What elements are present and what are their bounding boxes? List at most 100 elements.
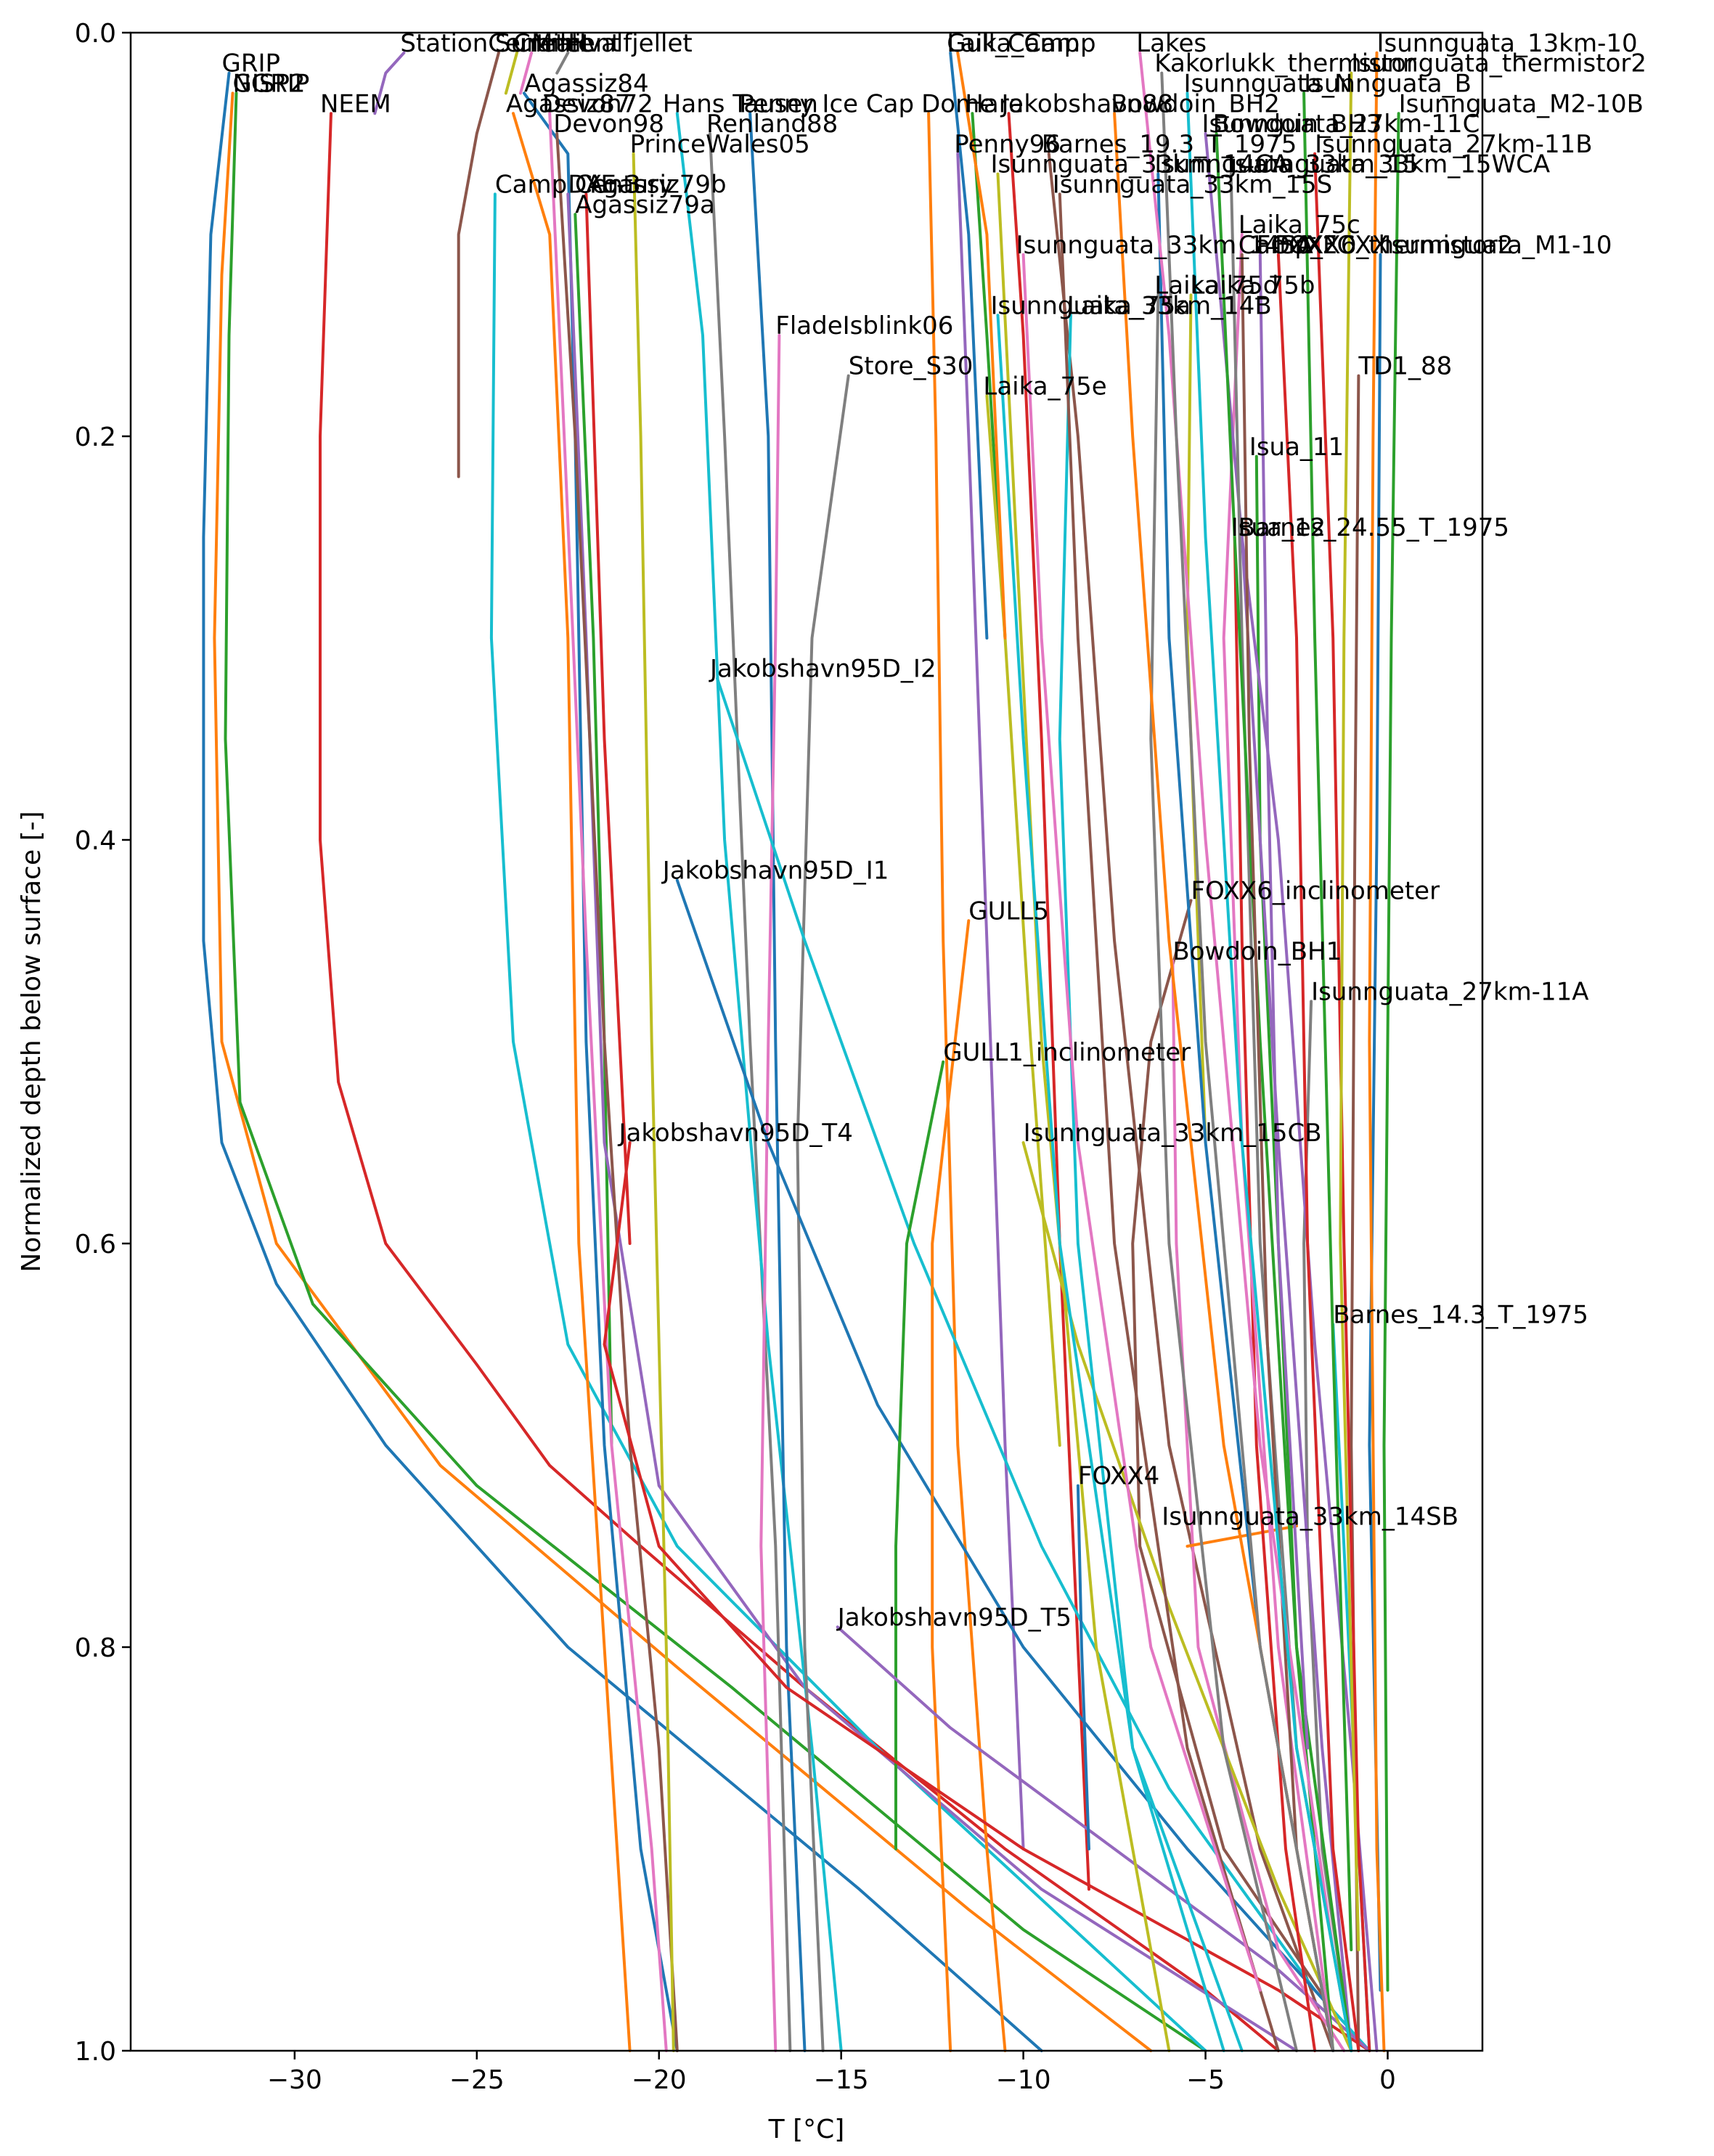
series-line-isunnguata-33km-14b [996,314,1225,2052]
series-line-foxx6-thermistor2 [1276,253,1360,2052]
series-label-neem: NEEM [320,89,391,118]
x-tick-label: −15 [814,2065,869,2095]
series-label-foxx4: FOXX4 [1078,1462,1159,1491]
series-line-isunnguata-13km-10 [1368,51,1386,2052]
series-line-bowdoin-bh3 [1215,132,1353,2052]
x-tick-label: −20 [632,2065,687,2095]
series-label-isunnguata-n: Isunnguata_N [1184,70,1353,99]
series-line-agassiz79b [584,192,632,1245]
series-line-barnes-19-3-t-1975 [1047,152,1335,2052]
series-line-gull5 [931,919,971,2052]
series-line-agassiz87 [512,112,632,2052]
series-label-laika-75a: Laika_75a [1067,291,1191,320]
x-tick-label: −30 [267,2065,322,2095]
series-label-barnes-24-55-t-1975: Barnes_24.55_T_1975 [1238,513,1509,542]
series-lines [202,51,1400,2052]
series-line-hare [971,112,1007,640]
series-line-renland88 [709,132,792,2052]
series-label-laika-camp: Laika_Camp [947,29,1095,58]
series-line-isunnguata-33km-14sa [1021,253,1262,1992]
series-label-isunnguata-33km-14sb: Isunnguata_33km_14SB [1162,1502,1458,1531]
y-tick-label: 0.6 [75,1230,116,1259]
y-tick-label: 0.0 [75,19,116,49]
series-line-stationcentrale [373,51,406,115]
series-line-isunnguata-b [1302,91,1353,1951]
series-line-milcent [519,51,534,95]
series-line-hans-tausen [675,112,843,2052]
series-line-store-s30 [796,374,850,2052]
series-label-ngrip: NGRIP [233,70,310,99]
series-line-agassiz79a [574,213,613,1447]
series-label-agassiz84: Agassiz84 [524,70,649,99]
series-label-foxx6-inclinometer: FOXX6_inclinometer [1191,877,1440,906]
series-label-jakobshavn95d-i1: Jakobshavn95D_I1 [661,857,889,886]
series-label-penny-ice-cap: Penny Ice Cap [739,89,914,118]
series-line-grip [202,71,1043,2052]
x-axis-label: T [°C] [768,2115,845,2144]
y-tick-label: 1.0 [75,2037,116,2067]
series-label-isunnguata-33km-14sa: Isunnguata_33km_14SA [1016,231,1313,260]
series-line-fladeisblink06 [759,334,781,2052]
series-label-isunnguata-33km-15s: Isunnguata_33km_15S [1053,171,1332,200]
series-label-laika-75c: Laika_75c [1238,211,1360,240]
series-line-laika-75d [1149,293,1298,2052]
series-label-milcent: Milcent [531,29,621,58]
series-line-summit [457,51,500,478]
series-line-isunnguata-27km-11b [1313,152,1371,2052]
series-label-bowdoin-bh2: Bowdoin_BH2 [1111,89,1280,118]
series-line-jakobshavn95d-t4 [603,1141,1371,2052]
x-axis-ticks: −30 −25 −20 −15 −10 −5 0 [267,2051,1396,2095]
series-label-agassiz79a: Agassiz79a [575,190,715,219]
series-label-agassiz87: Agassiz87 [506,89,631,118]
series-line-agassiz84 [523,91,679,2052]
series-label-stationcentrale: StationCentrale [400,29,593,58]
series-label-fladeisblink06: FladeIsblink06 [775,311,953,340]
series-label-bowdoin-bh1: Bowdoin_BH1 [1172,937,1342,966]
series-label-lakes: Lakes [1136,29,1207,58]
series-line-isua-12 [1233,536,1317,2052]
series-label-isua-12: Isua_12 [1231,513,1326,542]
series-label-td1-88: TD1_88 [1358,352,1452,381]
series-label-isunnguata-27km-11a: Isunnguata_27km-11A [1311,978,1588,1007]
series-label-isunnguata-m1-10: Isunnguata_M1-10 [1384,231,1612,260]
series-label-isunnguata-13km-10: Isunnguata_13km-10 [1377,29,1638,58]
series-line-foxx4 [1076,1484,1090,1850]
series-line-penny-ice-cap [748,112,807,2052]
series-line-bowdoin-bh1 [1171,959,1346,2052]
series-line-jakobshavn88 [1007,112,1090,1891]
series-label-jakobshavn95d-t4: Jakobshavn95D_T4 [618,1119,853,1148]
series-label-foxx6-thermistor2: FOXX6_thermistor2 [1275,231,1514,260]
series-label-devon72: Devon72 [542,89,653,118]
series-line-laika-camp [956,51,1007,640]
series-label-barnes-14-3-t-1975: Barnes_14.3_T_1975 [1333,1300,1588,1329]
series-label-isunnguata-m2-10b: Isunnguata_M2-10B [1399,89,1644,118]
series-line-isunnguata-33km-15s [1058,192,1280,2052]
y-tick-label: 0.4 [75,826,116,856]
series-line-neem [319,112,1280,2052]
series-line-ngrip [213,91,1153,2052]
x-tick-label: −10 [996,2065,1051,2095]
series-label-isunnguata-33km-15wca: Isunnguata_33km_15WCA [1228,150,1550,179]
series-label-jakobshavn95d-t5: Jakobshavn95D_T5 [836,1603,1072,1632]
series-label-hvalfjellet: Hvalfjellet [568,29,692,58]
series-label-foxx2: FOXX2 [1257,231,1338,260]
x-tick-label: 0 [1379,2065,1396,2095]
series-label-penny96: Penny96 [954,130,1061,159]
series-label-devon98: Devon98 [553,110,664,139]
series-label-laika-75e: Laika_75e [983,372,1106,401]
series-label-grip: GRIP [222,49,281,78]
series-label-gull1-inclinometer: GULL1_inclinometer [943,1038,1191,1067]
series-line-isunnguata-thermistor2 [1339,71,1360,1951]
series-label-dye-3: DYE-3 [568,171,640,200]
x-tick-label: −25 [449,2065,505,2095]
series-line-bowdoin-bh2 [1113,112,1317,1951]
series-line-hvalfjellet [555,51,570,75]
series-line-kakorlukk-thermistor [1160,71,1335,2052]
y-axis-label: Normalized depth below surface [-] [17,811,46,1272]
series-line-gull1-inclinometer [894,1060,945,1850]
series-label-summit: Summit [495,29,591,58]
series-line-laika-75a [1058,314,1244,2052]
series-label-agassiz79b: Agassiz79b [586,171,726,200]
